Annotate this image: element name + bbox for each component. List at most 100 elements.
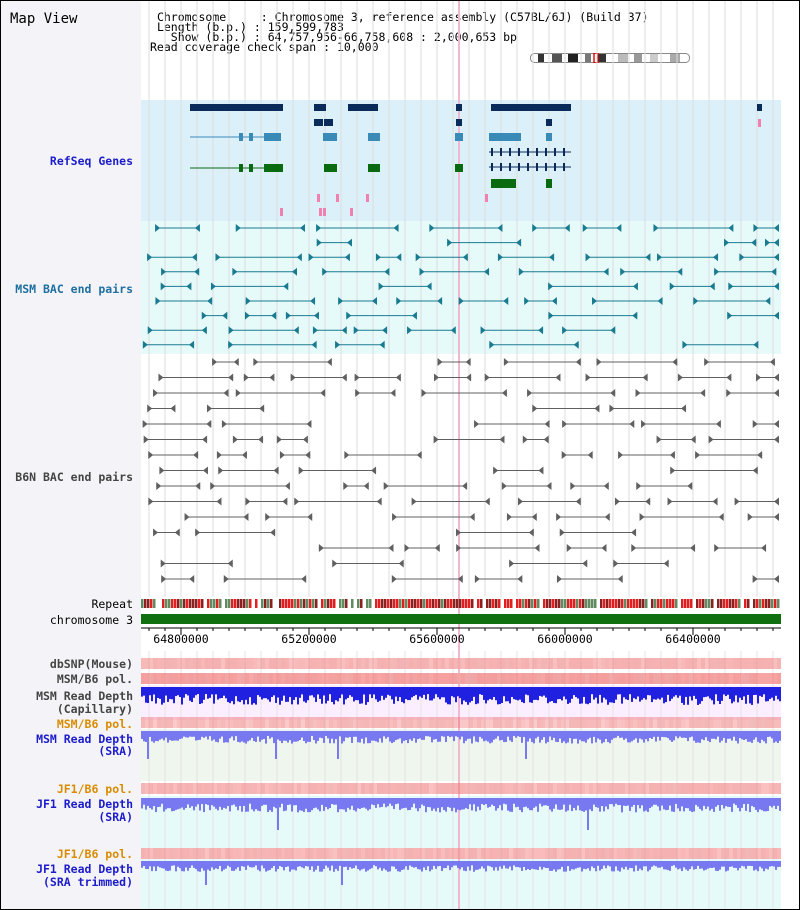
pol-cell <box>705 673 709 684</box>
depth-bar <box>413 731 415 739</box>
pol-cell <box>693 717 697 728</box>
pol-cell <box>141 848 145 859</box>
depth-bar <box>199 731 201 740</box>
pol-cell <box>777 673 781 684</box>
pol-cell <box>205 673 209 684</box>
b6n-bac-pair-end <box>708 435 714 444</box>
depth-bar <box>633 798 635 805</box>
pol-cell <box>557 848 561 859</box>
msm-bac-pair-end <box>447 238 453 247</box>
pol-cell <box>597 783 601 794</box>
depth-bar <box>373 687 375 695</box>
pol-cell <box>705 783 709 794</box>
depth-bar <box>351 861 353 869</box>
depth-bar <box>755 798 757 810</box>
pol-cell <box>673 717 677 728</box>
depth-bar <box>263 687 265 699</box>
b6n-bac-pair-end <box>216 497 222 506</box>
repeat-element <box>417 599 420 608</box>
pol-cell <box>729 717 733 728</box>
depth-bar <box>613 687 615 704</box>
depth-bar <box>489 731 491 744</box>
pol-cell <box>773 717 777 728</box>
repeat-element <box>225 599 228 608</box>
depth-bar <box>501 731 503 740</box>
pol-cell <box>757 848 761 859</box>
repeat-element <box>759 599 762 608</box>
repeat-element <box>561 599 564 608</box>
msm-bac-pair-end <box>462 253 468 262</box>
depth-bar <box>773 861 775 867</box>
gene-marker <box>758 119 761 127</box>
depth-bar <box>611 687 613 703</box>
depth-bar <box>617 731 619 736</box>
depth-bar <box>163 687 165 703</box>
axis-tick-label: 66400000 <box>665 632 721 646</box>
depth-bar <box>685 687 687 697</box>
depth-bar <box>585 798 587 811</box>
pol-cell <box>185 673 189 684</box>
pol-cell <box>265 783 269 794</box>
depth-bar <box>531 798 533 811</box>
depth-bar <box>511 861 513 871</box>
depth-bar <box>561 861 563 867</box>
depth-bar <box>511 798 513 812</box>
depth-bar <box>541 798 543 807</box>
depth-bar <box>583 861 585 869</box>
pol-cell <box>689 673 693 684</box>
depth-bar <box>485 687 487 704</box>
msm-bac-pair-end <box>682 340 688 349</box>
depth-bar <box>487 731 489 742</box>
depth-bar <box>401 798 403 809</box>
depth-bar <box>423 798 425 806</box>
repeat-element <box>327 599 330 608</box>
depth-bar <box>141 798 143 809</box>
depth-bar <box>557 731 559 742</box>
depth-bar <box>539 798 541 804</box>
b6n-bac-pair-end <box>752 466 758 475</box>
depth-bar <box>643 861 645 867</box>
depth-bar <box>363 861 365 869</box>
pol-cell <box>661 783 665 794</box>
pol-cell <box>625 673 629 684</box>
pol-cell <box>713 673 717 684</box>
depth-bar <box>669 687 671 702</box>
repeat-element <box>699 599 702 608</box>
depth-bar <box>171 687 173 700</box>
depth-bar <box>353 798 355 811</box>
pol-cell <box>769 658 773 669</box>
pol-cell <box>345 717 349 728</box>
depth-bar <box>193 861 195 868</box>
depth-bar <box>601 861 603 869</box>
depth-bar <box>311 861 313 867</box>
depth-bar <box>599 687 601 695</box>
depth-bar <box>151 731 153 742</box>
depth-bar <box>407 798 409 811</box>
depth-bar <box>331 687 333 702</box>
repeat-element <box>219 599 222 608</box>
depth-bar <box>221 798 223 810</box>
pol-cell <box>213 848 217 859</box>
depth-bar <box>353 861 355 869</box>
repeat-element <box>276 599 279 608</box>
depth-bar <box>615 687 617 700</box>
depth-bar <box>221 861 223 872</box>
pol-cell <box>221 673 225 684</box>
msm-depth-sra-sublabel: (SRA) <box>98 744 133 758</box>
repeat-element <box>414 599 417 608</box>
pol-cell <box>609 783 613 794</box>
pol-cell <box>357 848 361 859</box>
repeat-element <box>714 599 717 608</box>
chromosome-ideogram[interactable] <box>530 53 690 63</box>
depth-bar <box>413 861 415 868</box>
repeat-element <box>195 599 198 608</box>
jf1-depth-trim-sublabel: (SRA trimmed) <box>42 875 133 889</box>
pol-cell <box>629 783 633 794</box>
pol-cell <box>541 848 545 859</box>
pol-cell <box>533 717 537 728</box>
depth-bar <box>357 861 359 870</box>
pol-cell <box>269 673 273 684</box>
depth-bar <box>649 687 651 696</box>
depth-bar <box>537 798 539 812</box>
